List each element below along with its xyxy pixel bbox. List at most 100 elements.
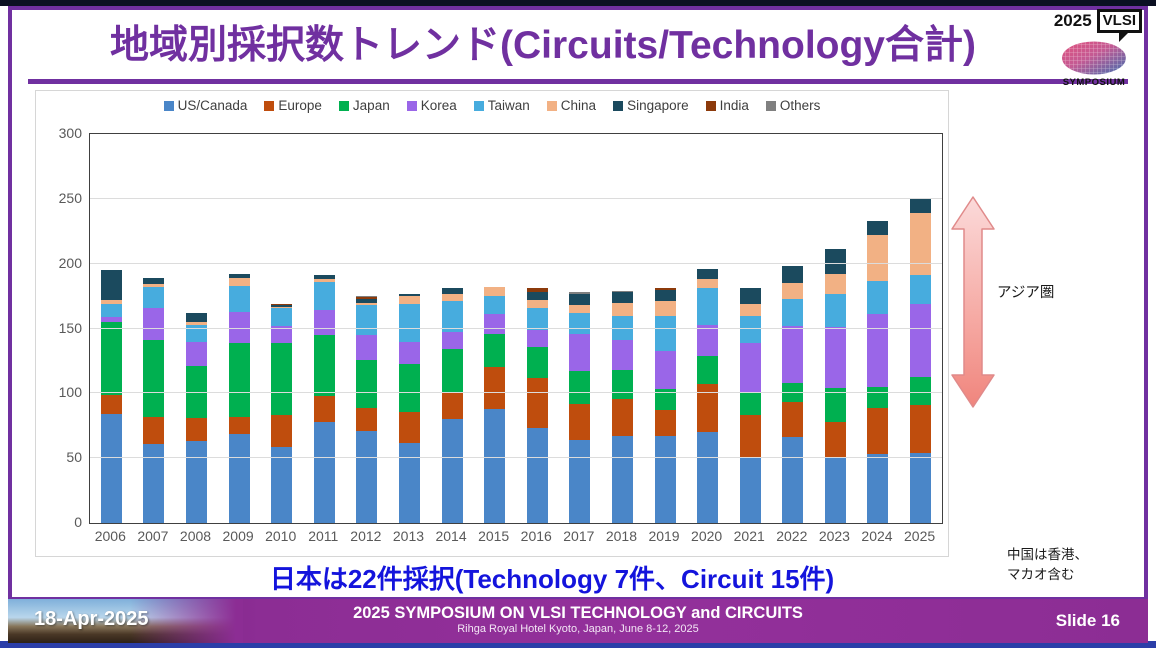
bar-segment-india-2012 [356,297,378,299]
x-label-2015: 2015 [478,528,510,544]
bar-segment-japan-2023 [824,388,846,422]
bar-segment-europe-2010 [271,415,293,447]
logo-caption: SYMPOSIUM [1062,77,1126,88]
bar-column-2006 [90,134,133,523]
x-label-2010: 2010 [265,528,297,544]
legend-label: Korea [420,98,457,113]
bar-segment-singapore-2016 [526,292,548,301]
bar-column-2011 [303,134,346,523]
legend-label: Japan [352,98,390,113]
footer-kyoto-photo [8,599,243,643]
bar-column-2007 [133,134,176,523]
legend-swatch-singapore [613,100,624,111]
bar-segment-singapore-2012 [356,298,378,303]
bar-segment-china-2020 [697,279,719,289]
legend-swatch-others [765,100,776,111]
bar-segment-japan-2012 [356,359,378,408]
bar-segment-korea-2019 [654,350,676,390]
bar-segment-us-canada-2020 [697,432,719,523]
bar-segment-taiwan-2007 [143,287,165,308]
bar-segment-europe-2016 [526,377,548,429]
y-tick-100: 100 [58,384,82,401]
bar-segment-europe-2018 [611,398,633,437]
bar-segment-china-2008 [185,322,207,325]
bar-column-2016 [516,134,559,523]
bar-segment-taiwan-2022 [782,298,804,326]
bar-segment-korea-2021 [739,342,761,394]
bar-segment-singapore-2013 [398,293,420,297]
bar-segment-singapore-2009 [228,274,250,278]
bar-segment-korea-2007 [143,307,165,341]
bar-segment-europe-2024 [867,407,889,455]
bar-segment-us-canada-2014 [441,419,463,523]
bar-segment-japan-2016 [526,346,548,378]
x-axis-labels: 2006 2007 2008 2009 2010 2011 2012 2013 2014 2015… [89,528,941,544]
bar-segment-china-2009 [228,277,250,286]
bar-stack-2023 [824,249,846,523]
asia-range-arrow-icon [951,196,995,408]
bar-stack-2006 [100,270,122,523]
legend-swatch-europe [264,100,275,111]
bar-segment-china-2011 [313,279,335,282]
bar-segment-japan-2011 [313,335,335,396]
footer-venue: Rihga Royal Hotel Kyoto, Japan, June 8-1… [457,623,699,635]
bar-segment-europe-2009 [228,416,250,434]
chart-panel: US/Canada Europe Japan Korea Taiwan China Sing… [35,90,949,557]
bar-segment-korea-2008 [185,341,207,367]
legend-swatch-india [705,100,716,111]
bar-segment-others-2012 [356,296,378,298]
bar-stack-2016 [526,288,548,523]
bar-segment-korea-2014 [441,332,463,350]
bar-segment-us-canada-2019 [654,436,676,523]
bar-segment-taiwan-2010 [271,307,293,326]
chart-legend: US/Canada Europe Japan Korea Taiwan China Sing… [36,98,948,113]
page-title: 地域別採択数トレンド(Circuits/Technology合計) [110,24,976,67]
legend-item-korea: Korea [406,98,457,113]
bar-column-2023 [814,134,857,523]
bar-segment-korea-2017 [569,333,591,372]
china-footnote: 中国は香港、 マカオ含む [1007,545,1088,585]
bar-segment-taiwan-2011 [313,281,335,311]
legend-label: US/Canada [177,98,248,113]
bar-segment-taiwan-2025 [910,275,932,304]
bar-segment-singapore-2007 [143,278,165,285]
bar-segment-china-2015 [484,287,506,297]
bar-segment-china-2010 [271,306,293,308]
bar-segment-us-canada-2010 [271,446,293,523]
bar-segment-china-2013 [398,296,420,304]
bar-segment-japan-2014 [441,349,463,394]
bar-segment-us-canada-2018 [611,436,633,523]
china-footnote-line1: 中国は香港、 [1007,547,1088,562]
bar-segment-korea-2025 [910,303,932,377]
bar-segment-china-2012 [356,302,378,306]
window-top-strip [0,0,1156,6]
bar-segment-china-2018 [611,302,633,316]
logo-ellipse-icon [1062,41,1126,75]
bar-segment-europe-2022 [782,402,804,438]
bars-container [90,134,942,523]
y-tick-300: 300 [58,125,82,141]
legend-item-europe: Europe [264,98,322,113]
bar-segment-china-2019 [654,301,676,316]
bar-segment-korea-2020 [697,324,719,356]
bar-column-2019 [644,134,687,523]
gridline-150 [90,327,942,329]
footer-date: 18-Apr-2025 [34,608,149,630]
window-bottom-strip [0,641,1156,648]
gridline-50 [90,457,942,459]
bar-segment-us-canada-2013 [398,442,420,523]
vlsi-symposium-logo: 2025 VLSI SYMPOSIUM [1046,9,1142,88]
x-label-2019: 2019 [648,528,680,544]
x-label-2020: 2020 [691,528,723,544]
x-label-2017: 2017 [563,528,595,544]
gridline-100 [90,392,942,394]
bar-segment-taiwan-2020 [697,288,719,325]
bar-segment-us-canada-2024 [867,454,889,523]
bar-segment-us-canada-2011 [313,421,335,523]
bar-stack-2012 [356,296,378,523]
bar-segment-europe-2012 [356,407,378,431]
bar-segment-europe-2017 [569,403,591,441]
bar-segment-china-2014 [441,293,463,302]
bar-segment-china-2025 [910,213,932,276]
